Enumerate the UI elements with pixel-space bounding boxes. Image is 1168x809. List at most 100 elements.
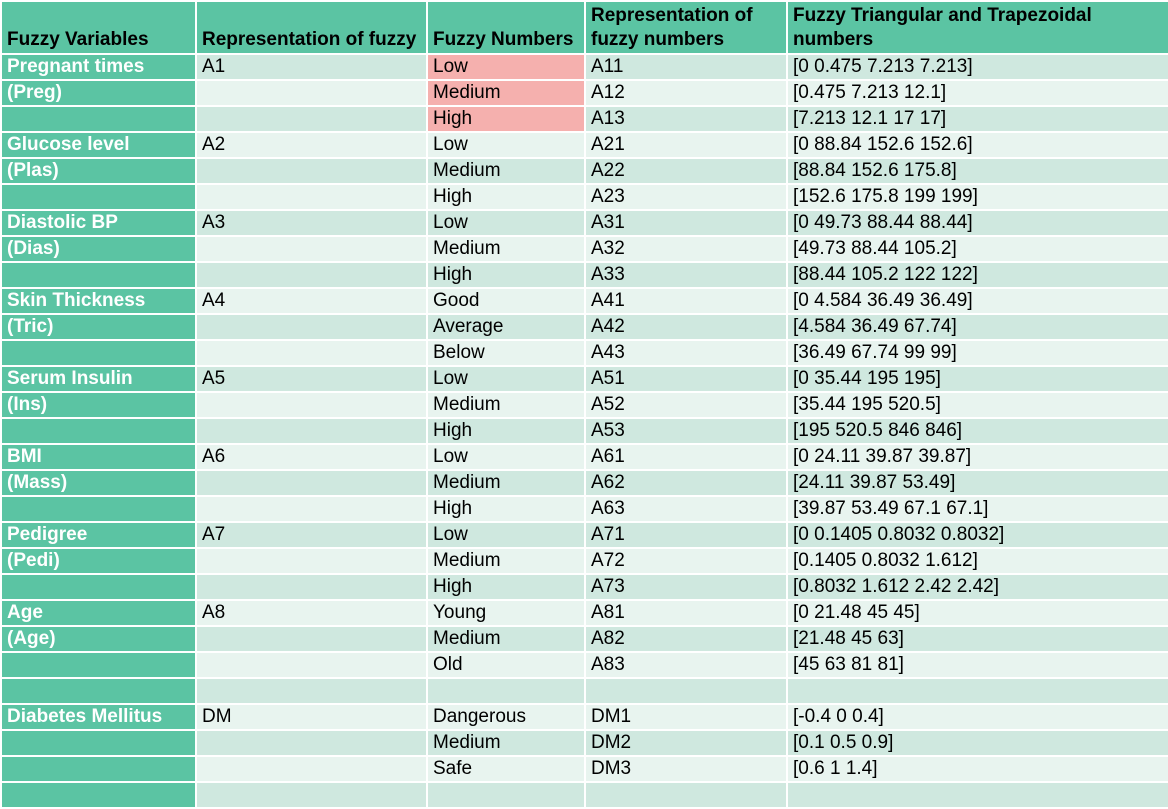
fuzzy-number-cell: Low: [428, 367, 584, 391]
fuzzy-number-code-cell: A23: [586, 185, 786, 209]
fuzzy-number-cell: Low: [428, 523, 584, 547]
variable-cell: (Mass): [2, 471, 195, 495]
triangular-trapezoidal-cell: [21.48 45 63]: [788, 627, 1168, 651]
header-fuzzy-variables: Fuzzy Variables: [2, 2, 195, 53]
representation-cell: [197, 471, 426, 495]
representation-cell: [197, 159, 426, 183]
representation-cell: [197, 237, 426, 261]
fuzzy-number-code-cell: A53: [586, 419, 786, 443]
variable-cell: [2, 575, 195, 599]
table-row: (Preg) Medium A12 [0.475 7.213 12.1]: [2, 81, 1168, 105]
variable-cell: (Tric): [2, 315, 195, 339]
triangular-trapezoidal-cell: [788, 783, 1168, 807]
fuzzy-number-cell: Low: [428, 55, 584, 79]
fuzzy-number-code-cell: A63: [586, 497, 786, 521]
table-row: (Plas) Medium A22 [88.84 152.6 175.8]: [2, 159, 1168, 183]
variable-cell: (Preg): [2, 81, 195, 105]
representation-cell: [197, 783, 426, 807]
variable-cell: [2, 653, 195, 677]
table-row: [2, 679, 1168, 703]
representation-cell: A4: [197, 289, 426, 313]
triangular-trapezoidal-cell: [0 0.1405 0.8032 0.8032]: [788, 523, 1168, 547]
variable-cell: [2, 341, 195, 365]
representation-cell: [197, 315, 426, 339]
triangular-trapezoidal-cell: [36.49 67.74 99 99]: [788, 341, 1168, 365]
table-row: (Dias) Medium A32 [49.73 88.44 105.2]: [2, 237, 1168, 261]
fuzzy-number-cell: Low: [428, 445, 584, 469]
representation-cell: [197, 341, 426, 365]
triangular-trapezoidal-cell: [0 88.84 152.6 152.6]: [788, 133, 1168, 157]
header-representation-of-fuzzy-numbers: Representation of fuzzy numbers: [586, 2, 786, 53]
triangular-trapezoidal-cell: [39.87 53.49 67.1 67.1]: [788, 497, 1168, 521]
header-representation-of-fuzzy: Representation of fuzzy: [197, 2, 426, 53]
table-row: High A63 [39.87 53.49 67.1 67.1]: [2, 497, 1168, 521]
fuzzy-number-code-cell: A11: [586, 55, 786, 79]
representation-cell: [197, 81, 426, 105]
fuzzy-number-cell: Medium: [428, 393, 584, 417]
variable-cell: [2, 679, 195, 703]
table-row: Diabetes Mellitus DM Dangerous DM1 [-0.4 0 0…: [2, 705, 1168, 729]
table-row: High A73 [0.8032 1.612 2.42 2.42]: [2, 575, 1168, 599]
representation-cell: [197, 497, 426, 521]
fuzzy-number-cell: Medium: [428, 237, 584, 261]
variable-cell: Pregnant times: [2, 55, 195, 79]
variable-cell: [2, 185, 195, 209]
table-row: [2, 783, 1168, 807]
variable-cell: [2, 419, 195, 443]
representation-cell: [197, 263, 426, 287]
variable-cell: Diastolic BP: [2, 211, 195, 235]
table-row: (Tric) Average A42 [4.584 36.49 67.74]: [2, 315, 1168, 339]
variable-cell: [2, 263, 195, 287]
variable-cell: (Dias): [2, 237, 195, 261]
variable-cell: [2, 757, 195, 781]
fuzzy-number-code-cell: A51: [586, 367, 786, 391]
fuzzy-number-cell: [428, 783, 584, 807]
fuzzy-number-cell: High: [428, 497, 584, 521]
fuzzy-number-cell: Old: [428, 653, 584, 677]
fuzzy-number-code-cell: A71: [586, 523, 786, 547]
fuzzy-number-code-cell: A33: [586, 263, 786, 287]
fuzzy-number-cell: High: [428, 575, 584, 599]
variable-cell: Diabetes Mellitus: [2, 705, 195, 729]
header-fuzzy-triangular-trapezoidal: Fuzzy Triangular and Trapezoidal numbers: [788, 2, 1168, 53]
triangular-trapezoidal-cell: [0.8032 1.612 2.42 2.42]: [788, 575, 1168, 599]
triangular-trapezoidal-cell: [0 24.11 39.87 39.87]: [788, 445, 1168, 469]
table-row: Glucose level A2 Low A21 [0 88.84 152.6 152.…: [2, 133, 1168, 157]
triangular-trapezoidal-cell: [0 0.475 7.213 7.213]: [788, 55, 1168, 79]
triangular-trapezoidal-cell: [-0.4 0 0.4]: [788, 705, 1168, 729]
fuzzy-number-code-cell: A41: [586, 289, 786, 313]
table-row: High A33 [88.44 105.2 122 122]: [2, 263, 1168, 287]
fuzzy-number-code-cell: A81: [586, 601, 786, 625]
variable-cell: [2, 107, 195, 131]
triangular-trapezoidal-cell: [0 21.48 45 45]: [788, 601, 1168, 625]
triangular-trapezoidal-cell: [88.44 105.2 122 122]: [788, 263, 1168, 287]
triangular-trapezoidal-cell: [7.213 12.1 17 17]: [788, 107, 1168, 131]
table-row: Below A43 [36.49 67.74 99 99]: [2, 341, 1168, 365]
fuzzy-number-cell: Average: [428, 315, 584, 339]
representation-cell: A7: [197, 523, 426, 547]
triangular-trapezoidal-cell: [0 4.584 36.49 36.49]: [788, 289, 1168, 313]
fuzzy-number-cell: Medium: [428, 81, 584, 105]
fuzzy-number-cell: Low: [428, 133, 584, 157]
fuzzy-number-cell: Good: [428, 289, 584, 313]
fuzzy-number-code-cell: DM3: [586, 757, 786, 781]
fuzzy-number-code-cell: A13: [586, 107, 786, 131]
table-row: (Age) Medium A82 [21.48 45 63]: [2, 627, 1168, 651]
variable-cell: (Pedi): [2, 549, 195, 573]
table-row: Safe DM3 [0.6 1 1.4]: [2, 757, 1168, 781]
fuzzy-number-code-cell: DM1: [586, 705, 786, 729]
variable-cell: Serum Insulin: [2, 367, 195, 391]
variable-cell: (Age): [2, 627, 195, 651]
fuzzy-number-code-cell: [586, 679, 786, 703]
fuzzy-number-code-cell: [586, 783, 786, 807]
representation-cell: DM: [197, 705, 426, 729]
triangular-trapezoidal-cell: [0.475 7.213 12.1]: [788, 81, 1168, 105]
table-row: Diastolic BP A3 Low A31 [0 49.73 88.44 88.44…: [2, 211, 1168, 235]
variable-cell: BMI: [2, 445, 195, 469]
representation-cell: A2: [197, 133, 426, 157]
variable-cell: [2, 783, 195, 807]
header-fuzzy-numbers: Fuzzy Numbers: [428, 2, 584, 53]
table-body: Pregnant times A1 Low A11 [0 0.475 7.213 7.2…: [2, 55, 1168, 807]
table-row: (Mass) Medium A62 [24.11 39.87 53.49]: [2, 471, 1168, 495]
